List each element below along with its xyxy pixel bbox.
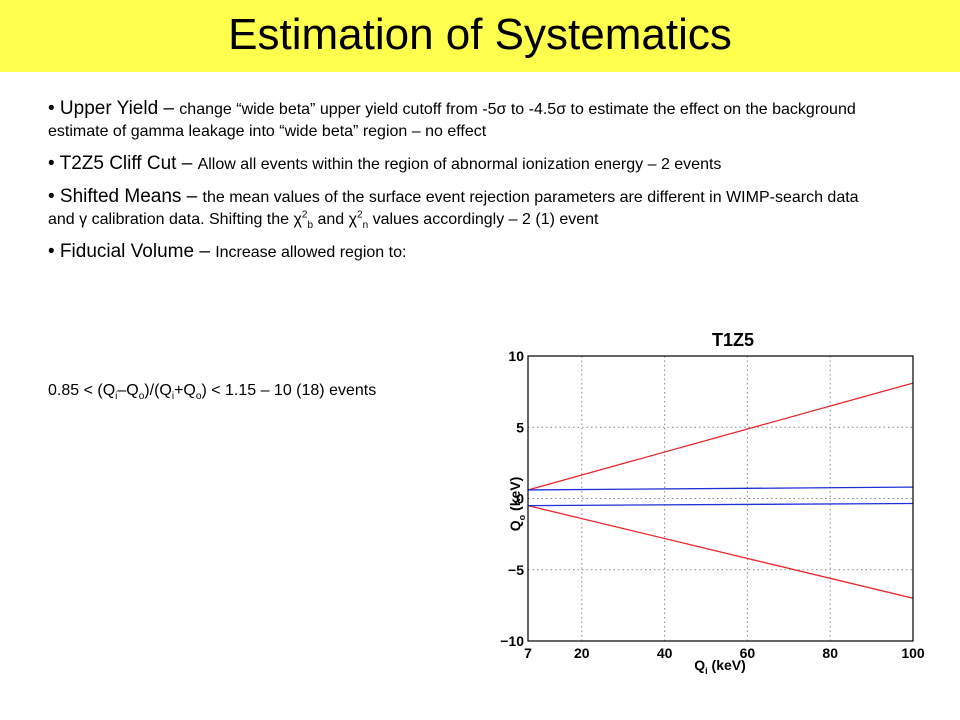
x-tick-label: 40 — [657, 645, 673, 661]
blue-series-line — [527, 502, 914, 507]
series-lines — [527, 382, 914, 599]
bullet-heading: • T2Z5 Cliff Cut – — [48, 153, 198, 174]
grid-lines — [528, 356, 913, 641]
y-axis-label: Qo (keV) — [507, 477, 527, 532]
x-tick-label: 100 — [901, 645, 925, 661]
chi-symbol: χ — [293, 211, 302, 228]
chi-symbol: χ — [348, 211, 358, 228]
red-series-line — [527, 504, 914, 599]
t1z5-plot: T1Z5 7 20 40 60 80 100 −10 −5 0 5 10 Qi (keV) Qo (… — [500, 330, 925, 676]
bullet-heading: • Upper Yield – — [48, 98, 180, 119]
red-series-line — [527, 382, 914, 491]
bullet-upper-yield: • Upper Yield – change “wide beta” upper… — [48, 98, 856, 140]
x-axis-label: Qi (keV) — [694, 657, 746, 676]
gamma-symbol: γ — [79, 211, 88, 228]
fiducial-formula: 0.85 < (Qi–Qo)/(Qi+Qo) < 1.15 – 10 (18) … — [48, 382, 377, 403]
chart-title: T1Z5 — [712, 330, 754, 350]
bullet-heading: • Fiducial Volume – — [48, 241, 216, 262]
slide-title: Estimation of Systematics — [228, 10, 732, 59]
tick-labels: 7 20 40 60 80 100 −10 −5 0 5 10 — [500, 348, 925, 661]
bullet-shifted-means: • Shifted Means – the mean values of the… — [48, 186, 859, 232]
x-tick-label: 20 — [574, 645, 590, 661]
bullet-list: • Upper Yield – change “wide beta” upper… — [48, 98, 888, 274]
sigma-symbol: σ — [556, 101, 567, 118]
y-tick-label: 0 — [516, 491, 524, 507]
bullet-heading: • Shifted Means – — [48, 186, 203, 207]
y-tick-label: −10 — [500, 633, 524, 649]
bullet-cliff-cut: • T2Z5 Cliff Cut – Allow all events with… — [48, 153, 722, 174]
y-tick-label: 10 — [508, 348, 524, 364]
bullet-fiducial-volume: • Fiducial Volume – Increase allowed reg… — [48, 241, 407, 262]
y-tick-label: −5 — [508, 562, 524, 578]
x-tick-label: 60 — [740, 645, 756, 661]
x-tick-label: 80 — [822, 645, 838, 661]
sigma-symbol: σ — [496, 101, 507, 118]
plot-frame — [527, 355, 914, 642]
title-bar — [0, 0, 960, 72]
y-tick-label: 5 — [516, 419, 524, 435]
x-tick-label: 7 — [524, 645, 532, 661]
blue-series-line — [527, 486, 914, 491]
